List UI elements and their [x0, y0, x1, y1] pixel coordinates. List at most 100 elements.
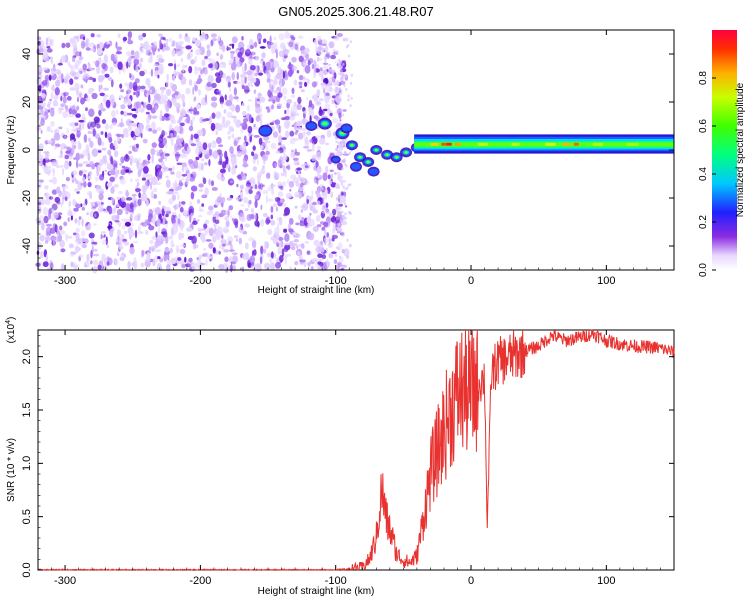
- spectrogram-noise-cell: [40, 197, 45, 206]
- spectrogram-noise-cell: [73, 212, 76, 215]
- spectrogram-noise-cell: [36, 77, 42, 85]
- spectrogram-noise-cell: [205, 239, 212, 242]
- spectrogram-noise-cell: [241, 266, 245, 273]
- spectrogram-noise-cell: [75, 51, 81, 57]
- spectrogram-noise-cell: [104, 169, 108, 172]
- spectrogram-noise-cell: [228, 107, 234, 110]
- spectrogram-noise-cell: [244, 76, 247, 84]
- spectrogram-noise-cell: [135, 90, 140, 98]
- spectrogram-noise-cell: [126, 192, 129, 197]
- chart-title: GN05.2025.306.21.48.R07: [278, 4, 433, 19]
- spectrogram-noise-cell: [347, 98, 350, 102]
- spectrogram-noise-cell: [233, 96, 239, 100]
- spectrogram-noise-cell: [338, 60, 342, 64]
- spectrogram-noise-cell: [322, 62, 329, 65]
- spectrogram-noise-cell: [81, 113, 86, 122]
- spectrogram-noise-cell: [297, 35, 304, 39]
- spectrogram-noise-cell: [75, 179, 79, 185]
- spectrogram-noise-cell: [123, 254, 127, 258]
- spectrogram-noise-cell: [68, 243, 74, 249]
- spectrogram-noise-cell: [230, 115, 237, 119]
- spectrogram-noise-cell: [256, 158, 260, 166]
- spectrogram-noise-cell: [41, 221, 45, 231]
- spectrogram-noise-cell: [116, 203, 120, 208]
- spectrogram-noise-cell: [97, 75, 104, 83]
- spectrogram-noise-cell: [204, 55, 209, 60]
- spectrogram-noise-cell: [41, 46, 47, 54]
- spectrogram-y-tick-label: 40: [21, 48, 33, 60]
- spectrogram-noise-cell: [159, 258, 164, 263]
- spectrogram-noise-cell: [155, 231, 158, 238]
- spectrogram-noise-cell: [163, 167, 168, 170]
- spectrogram-noise-cell: [270, 236, 276, 241]
- spectrogram-noise-cell: [240, 171, 244, 178]
- spectrogram-noise-cell: [260, 58, 264, 62]
- spectrogram-noise-cell: [336, 80, 340, 86]
- spectrogram-signal-cell: [342, 125, 352, 132]
- spectrogram-noise-cell: [98, 109, 102, 116]
- spectrogram-noise-cell: [327, 68, 334, 72]
- spectrogram-noise-cell: [287, 164, 291, 171]
- spectrogram-noise-cell: [223, 249, 230, 253]
- spectrogram-noise-cell: [346, 186, 349, 190]
- spectrogram-noise-cell: [307, 223, 312, 228]
- spectrogram-noise-cell: [273, 62, 280, 68]
- spectrogram-noise-cell: [128, 150, 132, 155]
- spectrogram-noise-cell: [304, 240, 310, 244]
- spectrogram-noise-cell: [67, 61, 71, 67]
- spectrogram-noise-cell: [87, 131, 93, 134]
- spectrogram-noise-cell: [291, 87, 295, 95]
- spectrogram-noise-cell: [113, 183, 119, 188]
- spectrogram-noise-cell: [96, 123, 101, 129]
- spectrogram-noise-cell: [290, 34, 295, 39]
- spectrogram-noise-cell: [321, 82, 327, 90]
- spectrogram-noise-cell: [257, 93, 263, 97]
- spectrogram-noise-cell: [197, 129, 203, 137]
- spectrogram-noise-cell: [263, 248, 267, 254]
- spectrogram-noise-cell: [343, 202, 347, 206]
- spectrogram-noise-cell: [82, 63, 87, 71]
- spectrogram-noise-cell: [60, 73, 64, 81]
- spectrogram-noise-cell: [96, 65, 100, 75]
- spectrogram-noise-cell: [94, 213, 97, 218]
- spectrogram-noise-cell: [121, 133, 124, 139]
- spectrogram-noise-cell: [208, 205, 214, 211]
- spectrogram-noise-cell: [118, 221, 121, 228]
- spectrogram-noise-cell: [100, 202, 104, 205]
- spectrogram-noise-cell: [266, 78, 271, 83]
- spectrogram-noise-cell: [191, 262, 197, 270]
- spectrogram-noise-cell: [54, 224, 58, 233]
- spectrogram-noise-cell: [88, 76, 94, 81]
- spectrogram-noise-cell: [135, 178, 140, 182]
- spectrogram-noise-cell: [241, 84, 245, 90]
- spectrogram-noise-cell: [290, 245, 296, 251]
- spectrogram-noise-cell: [175, 244, 180, 252]
- spectrogram-noise-cell: [333, 259, 338, 265]
- spectrogram-noise-cell: [237, 51, 243, 59]
- spectrogram-noise-cell: [39, 215, 43, 219]
- spectrogram-noise-cell: [270, 61, 273, 69]
- spectrogram-noise-cell: [97, 164, 101, 172]
- spectrogram-noise-cell: [337, 61, 341, 69]
- spectrogram-noise-cell: [315, 135, 321, 139]
- spectrogram-noise-cell: [128, 126, 133, 133]
- spectrogram-noise-cell: [92, 60, 96, 64]
- spectrogram-noise-cell: [221, 234, 224, 239]
- spectrogram-noise-cell: [335, 98, 338, 102]
- spectrogram-noise-cell: [44, 240, 49, 244]
- spectrogram-noise-cell: [337, 194, 341, 204]
- spectrogram-noise-cell: [186, 227, 193, 232]
- spectrogram-noise-cell: [110, 156, 114, 165]
- spectrogram-noise-cell: [117, 235, 120, 242]
- spectrogram-noise-cell: [178, 200, 181, 208]
- spectrogram-signal-cell: [306, 123, 316, 129]
- spectrogram-noise-cell: [331, 95, 336, 99]
- spectrogram-noise-cell: [201, 118, 208, 122]
- spectrogram-noise-cell: [326, 232, 330, 238]
- spectrogram-signal-cell: [404, 151, 408, 154]
- spectrogram-noise-cell: [85, 39, 89, 48]
- spectrogram-noise-cell: [145, 229, 149, 235]
- spectrogram-noise-cell: [238, 226, 242, 232]
